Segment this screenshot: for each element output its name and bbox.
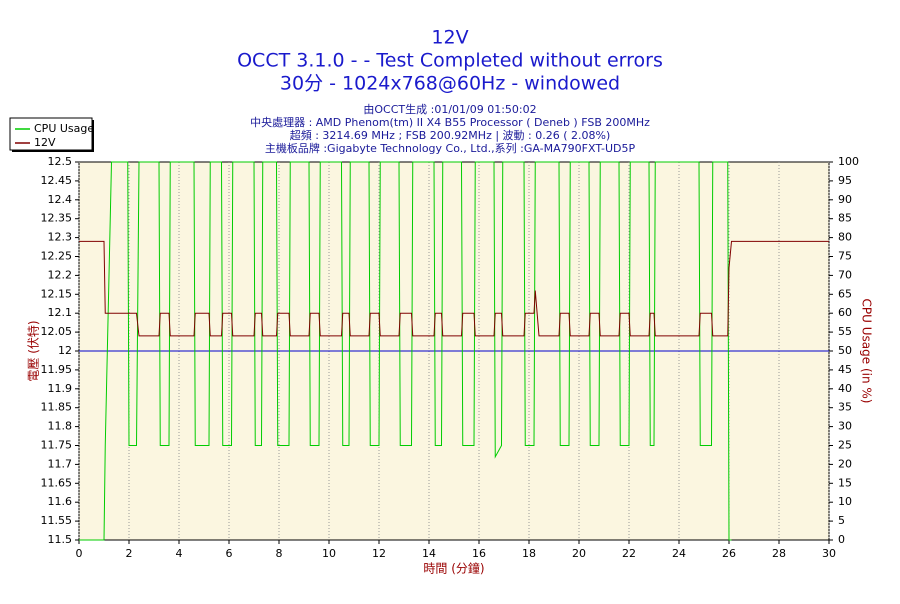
x-tick-label: 10	[322, 547, 336, 560]
x-axis-label: 時間 (分鐘)	[423, 561, 484, 576]
y-tick-label: 11.7	[48, 457, 73, 470]
series-line	[79, 240, 829, 337]
y-tick-label: 12.05	[41, 325, 73, 338]
y2-tick-label: 10	[838, 495, 852, 508]
subtitle-line: 中央處理器 : AMD Phenom(tm) II X4 B55 Process…	[250, 115, 650, 129]
x-tick-label: 12	[372, 547, 386, 560]
y-tick-label: 11.65	[41, 476, 73, 489]
x-tick-label: 26	[722, 547, 736, 560]
y2-tick-label: 30	[838, 420, 852, 433]
y-tick-label: 11.8	[48, 420, 73, 433]
chart-title: 12V	[431, 27, 468, 49]
y2-tick-label: 45	[838, 363, 852, 376]
y2-tick-label: 40	[838, 382, 852, 395]
y2-tick-label: 75	[838, 250, 852, 263]
y2-tick-label: 70	[838, 268, 852, 281]
y-axis-label: 電壓 (伏特)	[26, 320, 41, 381]
y-tick-label: 12.4	[48, 193, 73, 206]
x-tick-label: 0	[76, 547, 83, 560]
title-line: 30分 - 1024x768@60Hz - windowed	[280, 73, 620, 95]
y2-tick-label: 15	[838, 476, 852, 489]
y2-tick-label: 25	[838, 439, 852, 452]
x-tick-label: 8	[276, 547, 283, 560]
y-tick-label: 12.25	[41, 250, 73, 263]
x-tick-label: 14	[422, 547, 436, 560]
subtitle-line: 由OCCT生成 :01/01/09 01:50:02	[363, 102, 536, 116]
x-tick-label: 6	[226, 547, 233, 560]
subtitle-line: 主機板品牌 :Gigabyte Technology Co., Ltd.,系列 …	[265, 141, 636, 155]
y-tick-label: 11.85	[41, 401, 73, 414]
y2-tick-label: 95	[838, 174, 852, 187]
y-tick-label: 12.1	[48, 306, 73, 319]
x-tick-label: 24	[672, 547, 686, 560]
x-tick-label: 30	[822, 547, 836, 560]
y-tick-label: 12	[58, 344, 72, 357]
y-tick-label: 12.5	[48, 155, 73, 168]
y-tick-label: 11.6	[48, 495, 73, 508]
x-tick-label: 18	[522, 547, 536, 560]
y2-tick-label: 100	[838, 155, 859, 168]
y2-tick-label: 60	[838, 306, 852, 319]
y2-tick-label: 55	[838, 325, 852, 338]
y-tick-label: 12.2	[48, 268, 73, 281]
y-tick-label: 12.35	[41, 212, 73, 225]
title-line: OCCT 3.1.0 - - Test Completed without er…	[237, 50, 663, 72]
y-tick-label: 12.3	[48, 231, 73, 244]
x-tick-label: 16	[472, 547, 486, 560]
legend-label: 12V	[34, 136, 56, 149]
x-tick-label: 2	[126, 547, 133, 560]
x-tick-label: 4	[176, 547, 183, 560]
y2-tick-label: 5	[838, 514, 845, 527]
y-tick-label: 11.5	[48, 533, 73, 546]
subtitle-line: 超頻 : 3214.69 MHz ; FSB 200.92MHz | 波動 : …	[290, 128, 611, 142]
y2-tick-label: 80	[838, 231, 852, 244]
y2-tick-label: 0	[838, 533, 845, 546]
y2-tick-label: 20	[838, 457, 852, 470]
y-tick-label: 11.9	[48, 382, 73, 395]
y2-axis-label: CPU Usage (in %)	[860, 299, 874, 404]
y-tick-label: 12.45	[41, 174, 73, 187]
x-tick-label: 28	[772, 547, 786, 560]
y2-tick-label: 65	[838, 287, 852, 300]
y2-tick-label: 90	[838, 193, 852, 206]
y2-tick-label: 35	[838, 401, 852, 414]
y-tick-label: 11.75	[41, 439, 73, 452]
y2-tick-label: 85	[838, 212, 852, 225]
x-tick-label: 20	[572, 547, 586, 560]
y-tick-label: 11.95	[41, 363, 73, 376]
y2-tick-label: 50	[838, 344, 852, 357]
x-tick-label: 22	[622, 547, 636, 560]
legend-label: CPU Usage	[34, 122, 94, 135]
series-line	[79, 161, 732, 541]
y-tick-label: 12.15	[41, 287, 73, 300]
legend-box	[9, 117, 93, 151]
y-tick-label: 11.55	[41, 514, 73, 527]
